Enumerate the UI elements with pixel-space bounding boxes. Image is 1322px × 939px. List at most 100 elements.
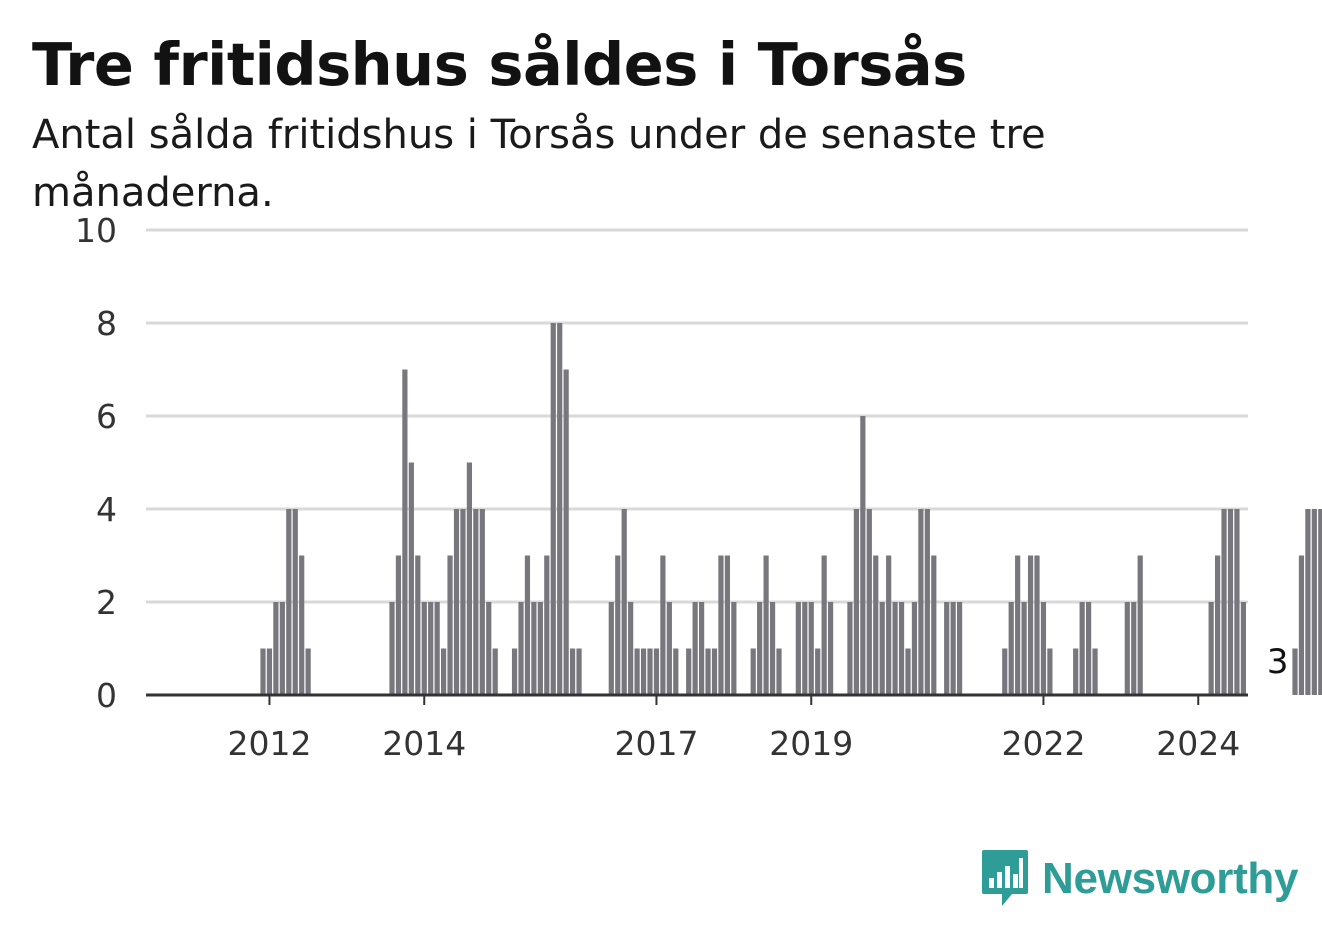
bar xyxy=(1092,648,1098,695)
bar xyxy=(460,509,466,695)
bar xyxy=(421,602,427,695)
bar xyxy=(428,602,434,695)
bar xyxy=(1124,602,1130,695)
bar xyxy=(802,602,808,695)
bar xyxy=(673,648,679,695)
bar xyxy=(931,555,937,695)
x-tick-label: 2014 xyxy=(382,724,466,763)
bar xyxy=(1021,602,1027,695)
bar xyxy=(537,602,543,695)
bar xyxy=(1292,648,1298,695)
bar xyxy=(892,602,898,695)
bar xyxy=(473,509,479,695)
bar xyxy=(305,648,311,695)
bar xyxy=(1002,648,1008,695)
bar xyxy=(879,602,885,695)
logo-text: Newsworthy xyxy=(1042,854,1299,903)
bar xyxy=(434,602,440,695)
bar xyxy=(957,602,963,695)
bar xyxy=(1234,509,1240,695)
bar xyxy=(621,509,627,695)
bar xyxy=(731,602,737,695)
bar xyxy=(886,555,892,695)
bar xyxy=(1221,509,1227,695)
x-tick-label: 2024 xyxy=(1156,724,1240,763)
bar xyxy=(944,602,950,695)
bar xyxy=(531,602,537,695)
bar xyxy=(292,509,298,695)
bar xyxy=(1137,555,1143,695)
bar xyxy=(866,509,872,695)
bar xyxy=(544,555,550,695)
bar xyxy=(1240,602,1246,695)
bar xyxy=(924,509,930,695)
bar xyxy=(524,555,531,695)
bar xyxy=(1086,602,1092,695)
y-tick-label: 10 xyxy=(75,211,117,250)
bar xyxy=(686,648,692,695)
bar xyxy=(847,602,853,695)
bar xyxy=(711,648,718,695)
bar xyxy=(550,323,556,695)
y-tick-label: 2 xyxy=(96,583,117,622)
bar xyxy=(1208,602,1214,695)
bar xyxy=(576,648,582,695)
bar xyxy=(808,602,814,695)
y-tick-label: 8 xyxy=(96,304,117,343)
bar xyxy=(286,509,292,695)
bar xyxy=(724,555,730,695)
x-axis-ticks: 2012 2014 2017 2019 2022 2024 xyxy=(227,695,1240,763)
bar xyxy=(447,555,453,695)
x-tick-label: 2019 xyxy=(769,724,853,763)
bar xyxy=(905,648,911,695)
bar xyxy=(873,555,879,695)
bar xyxy=(769,602,776,695)
chart-title: Tre fritidshus såldes i Torsås xyxy=(32,30,967,99)
y-tick-label: 0 xyxy=(96,676,117,715)
x-tick-label: 2012 xyxy=(227,724,311,763)
bar xyxy=(911,602,918,695)
y-tick-label: 4 xyxy=(96,490,117,529)
bar xyxy=(692,602,698,695)
bar xyxy=(918,509,924,695)
bar xyxy=(299,555,305,695)
bar xyxy=(441,648,447,695)
bar xyxy=(389,602,395,695)
bar xyxy=(615,555,621,695)
bar xyxy=(666,602,672,695)
bar xyxy=(853,509,859,695)
bar xyxy=(1079,602,1085,695)
bar xyxy=(950,602,956,695)
bar xyxy=(718,555,724,695)
bar xyxy=(492,648,498,695)
bar xyxy=(1047,648,1053,695)
bar xyxy=(647,648,653,695)
highlight-label-group: 3 xyxy=(1263,638,1293,686)
bar xyxy=(640,648,647,695)
bar xyxy=(415,555,421,695)
bar xyxy=(570,648,576,695)
bar xyxy=(273,602,279,695)
bar xyxy=(634,648,640,695)
bar xyxy=(705,648,711,695)
bar xyxy=(757,602,763,695)
bar xyxy=(408,462,414,695)
bar xyxy=(266,648,273,695)
bar xyxy=(1318,509,1322,695)
bar xyxy=(453,509,460,695)
bar xyxy=(402,369,408,695)
bar-chart-speech-bubble-icon xyxy=(982,850,1028,906)
bar xyxy=(608,602,614,695)
bar-chart: 0 2 4 6 8 10 2012 2014 2017 2019 2022 2024 3 xyxy=(75,211,1322,763)
bar xyxy=(653,648,660,695)
gridlines xyxy=(146,228,1248,604)
bar xyxy=(1298,555,1305,695)
bar xyxy=(795,602,801,695)
bars xyxy=(260,323,1322,695)
bar xyxy=(1015,555,1021,695)
bar xyxy=(1040,602,1047,695)
bar xyxy=(628,602,634,695)
bar xyxy=(815,648,821,695)
newsworthy-logo: Newsworthy xyxy=(980,848,1298,910)
bar xyxy=(1131,602,1137,695)
